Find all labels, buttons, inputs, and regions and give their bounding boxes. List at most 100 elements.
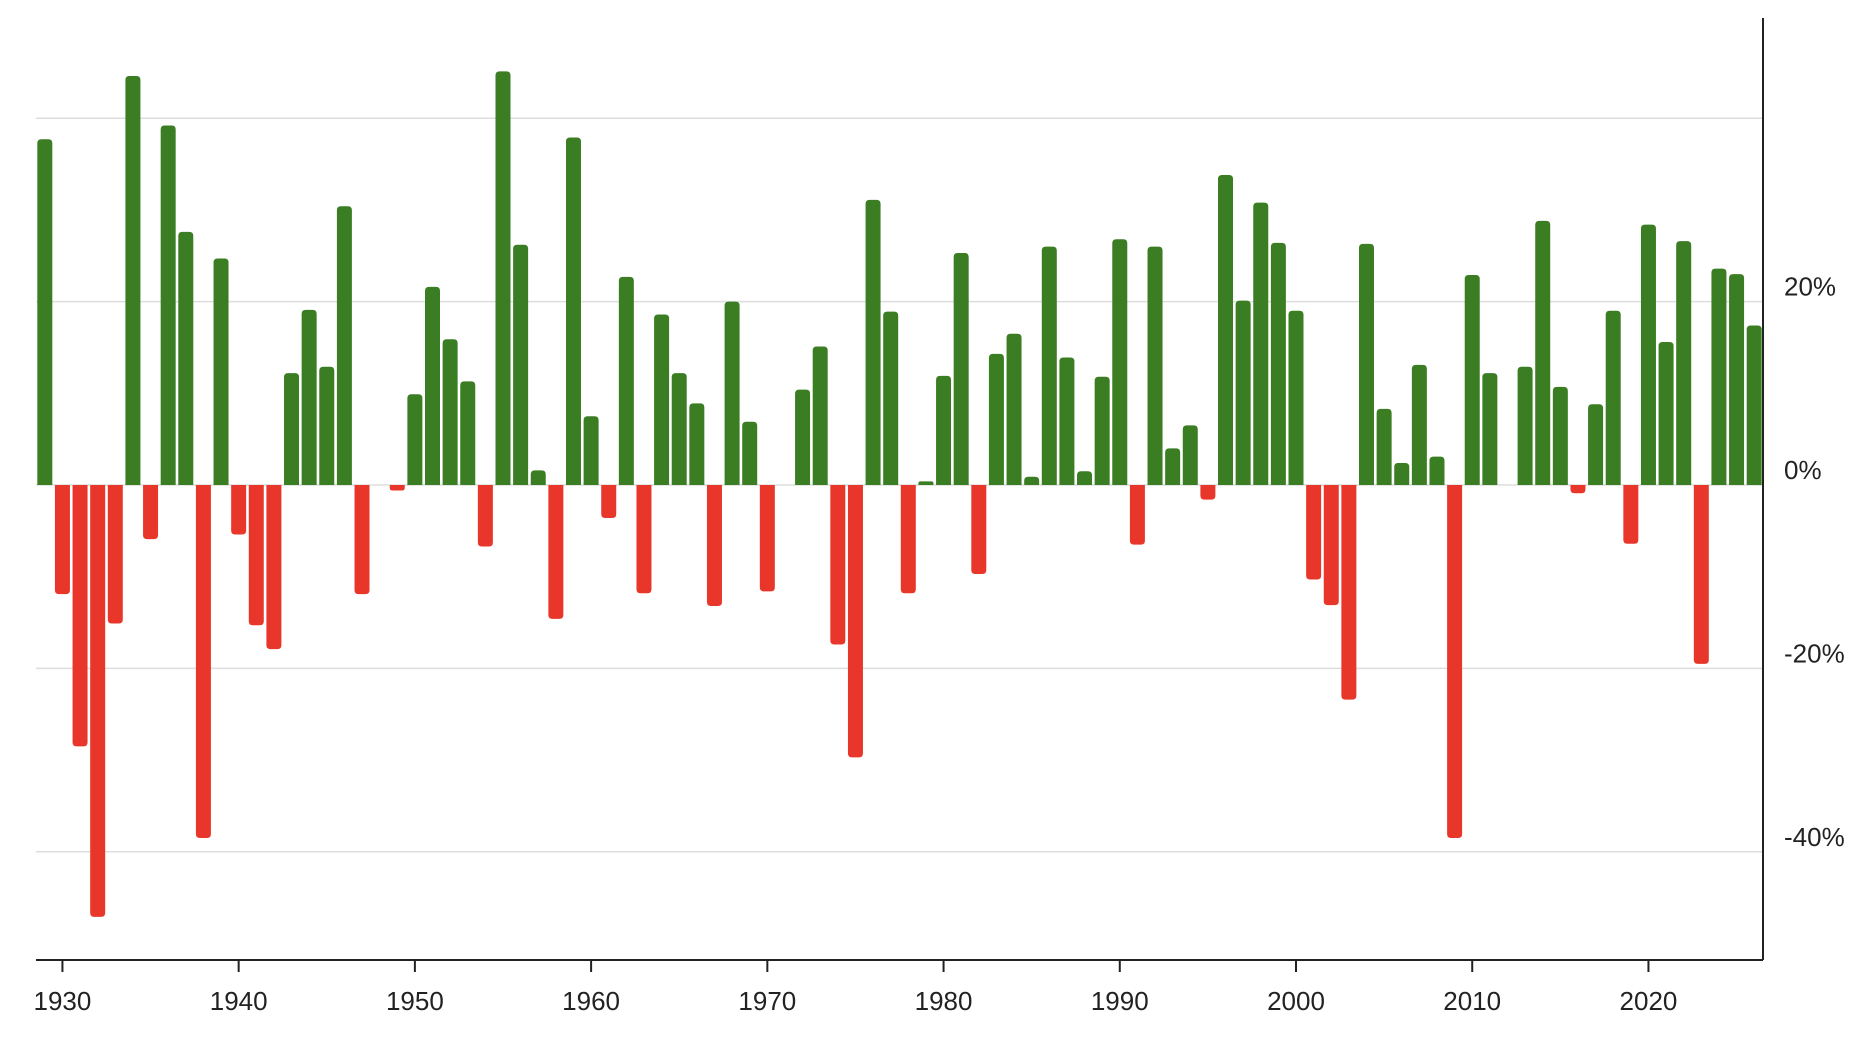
bar-1962 [618, 276, 634, 485]
bar-1931 [72, 485, 88, 747]
bar-1978 [900, 485, 916, 594]
bar-1997 [1235, 300, 1251, 485]
bar-1989 [1094, 376, 1110, 485]
bar-1968 [724, 301, 740, 485]
x-tick-label: 1990 [1091, 986, 1149, 1016]
bar-1990 [1112, 239, 1128, 485]
bar-1996 [1218, 175, 1234, 485]
bar-1999 [1270, 242, 1286, 485]
bar-1981 [953, 252, 969, 485]
bar-2009 [1447, 485, 1463, 839]
bar-2007 [1411, 364, 1427, 485]
bar-2024 [1711, 268, 1727, 485]
bar-1940 [231, 485, 247, 535]
bar-1943 [284, 373, 300, 485]
bar-2002 [1323, 485, 1339, 606]
bar-1936 [160, 125, 176, 485]
bar-1945 [319, 366, 335, 485]
bar-1983 [988, 353, 1004, 485]
bar-2016 [1570, 485, 1586, 494]
bar-1939 [213, 258, 229, 485]
bar-1947 [354, 485, 370, 595]
x-tick-label: 1950 [386, 986, 444, 1016]
bar-1929 [37, 139, 53, 485]
bar-1980 [936, 375, 952, 485]
bar-1944 [301, 309, 317, 485]
bar-2001 [1306, 485, 1322, 580]
bar-2014 [1535, 220, 1551, 486]
bar-1951 [425, 286, 441, 485]
bar-1963 [636, 485, 652, 594]
x-tick-label: 2000 [1267, 986, 1325, 1016]
bar-1972 [795, 389, 811, 485]
bars [37, 71, 1762, 917]
bar-1974 [830, 485, 846, 645]
bar-1977 [883, 311, 899, 485]
bar-1934 [125, 76, 141, 485]
bar-1938 [195, 485, 211, 839]
bar-1955 [495, 71, 511, 486]
bar-1982 [971, 485, 987, 574]
bar-1953 [460, 381, 476, 485]
bar-1975 [847, 485, 863, 758]
tick-labels: 1930 1940 1950 1960 1970 1980 1990 2000 2010 2020… [34, 272, 1845, 1016]
y-tick-label: -20% [1784, 638, 1845, 668]
x-tick-label: 1980 [915, 986, 973, 1016]
bar-1956 [513, 244, 529, 485]
bar-2005 [1376, 408, 1392, 485]
bar-2022 [1676, 241, 1692, 485]
bar-1937 [178, 231, 194, 485]
bar-2004 [1358, 243, 1374, 485]
y-tick-label: 20% [1784, 272, 1836, 302]
bar-1992 [1147, 246, 1163, 485]
bar-2011 [1482, 373, 1498, 485]
bar-1930 [54, 485, 70, 595]
x-tick-label: 1960 [562, 986, 620, 1016]
bar-2021 [1658, 341, 1674, 485]
bar-1986 [1041, 246, 1057, 485]
bar-2006 [1394, 462, 1410, 485]
bar-2013 [1517, 366, 1533, 485]
bar-1935 [143, 485, 159, 540]
bar-2023 [1693, 485, 1709, 664]
bar-2000 [1288, 310, 1304, 485]
y-tick-label: -40% [1784, 822, 1845, 852]
bar-1976 [865, 199, 881, 486]
bar-1954 [477, 485, 493, 547]
bar-1993 [1165, 448, 1181, 485]
bar-1952 [442, 339, 458, 485]
bar-1942 [266, 485, 282, 650]
x-tick-label: 1970 [738, 986, 796, 1016]
bar-1991 [1129, 485, 1145, 545]
x-tick-label: 1930 [34, 986, 92, 1016]
bar-1957 [530, 470, 546, 485]
bar-2025 [1729, 274, 1745, 485]
bar-1949 [389, 485, 405, 491]
bar-1959 [565, 137, 581, 485]
bar-1969 [742, 421, 758, 485]
bar-2019 [1623, 485, 1639, 544]
bar-1984 [1006, 333, 1022, 485]
bar-1966 [689, 403, 705, 485]
bar-1950 [407, 394, 423, 485]
bar-2018 [1605, 310, 1621, 485]
y-tick-label: 0% [1784, 455, 1822, 485]
bar-1932 [90, 485, 106, 917]
bar-1988 [1077, 471, 1093, 485]
bar-1995 [1200, 485, 1216, 500]
bar-1965 [671, 373, 687, 485]
bar-1958 [548, 485, 564, 619]
bar-2026 [1746, 325, 1762, 485]
bar-2020 [1640, 224, 1656, 485]
bar-1964 [654, 314, 670, 485]
bar-1960 [583, 416, 599, 485]
x-tick-label: 2020 [1620, 986, 1678, 1016]
bar-1973 [812, 346, 828, 485]
bar-1985 [1024, 476, 1040, 485]
bar-1998 [1253, 202, 1269, 485]
bar-2015 [1552, 386, 1568, 485]
x-tick-label: 1940 [210, 986, 268, 1016]
bar-1933 [107, 485, 123, 624]
